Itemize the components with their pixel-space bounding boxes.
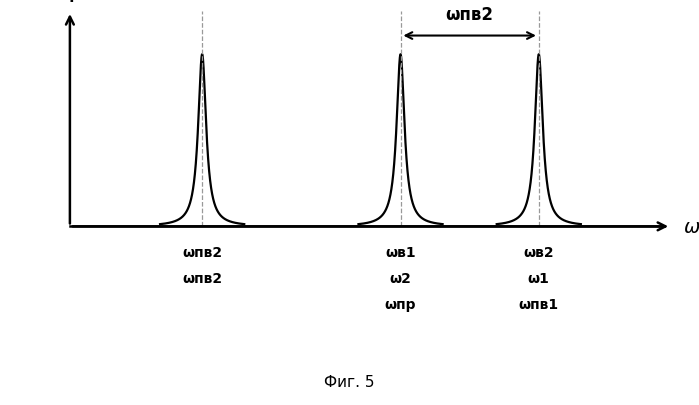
- Text: ω: ω: [684, 217, 699, 236]
- Text: ωв2: ωв2: [524, 245, 554, 259]
- Text: ω1: ω1: [528, 271, 549, 285]
- Text: ω2: ω2: [389, 271, 412, 285]
- Text: ωпв1: ωпв1: [519, 298, 559, 311]
- Text: ωпв2: ωпв2: [182, 245, 222, 259]
- Text: Kпр: Kпр: [48, 0, 81, 2]
- Text: ωпр: ωпр: [384, 298, 417, 311]
- Text: Фиг. 5: Фиг. 5: [324, 374, 375, 389]
- Text: ωв1: ωв1: [385, 245, 416, 259]
- Text: ωпв2: ωпв2: [446, 6, 493, 24]
- Text: ωпв2: ωпв2: [182, 271, 222, 285]
